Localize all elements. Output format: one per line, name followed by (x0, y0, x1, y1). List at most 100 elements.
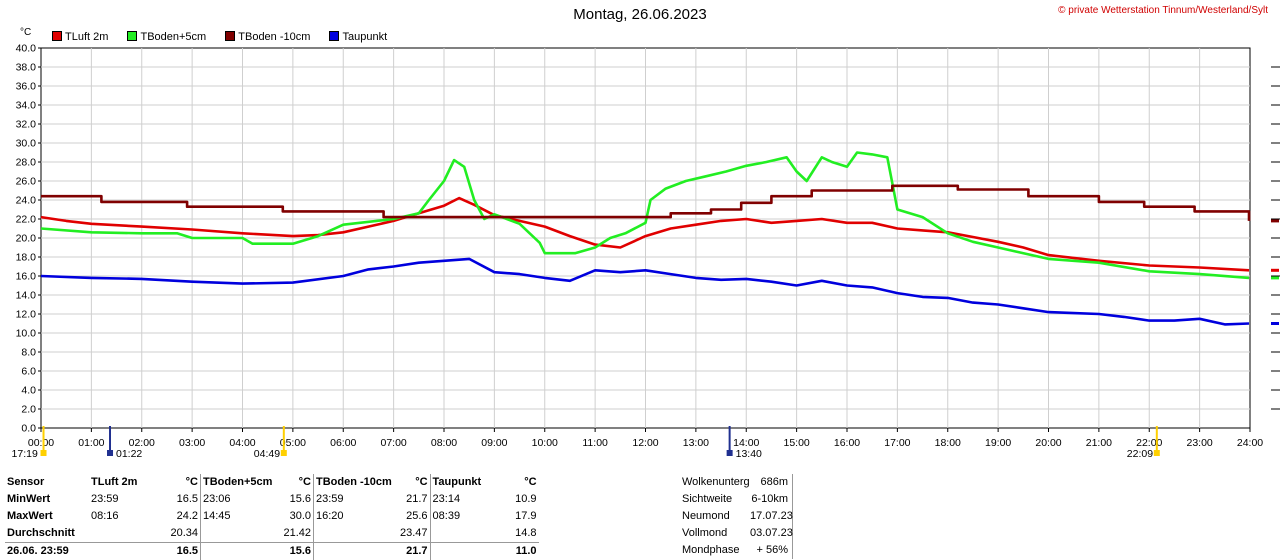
y-tick-label: 26.0 (16, 176, 37, 188)
x-tick-label: 17:00 (884, 437, 910, 449)
stats-header: °C (398, 474, 430, 491)
legend-label: Taupunkt (342, 31, 387, 43)
time-marker-icon (107, 450, 113, 456)
y-tick-label: 28.0 (16, 157, 37, 169)
stats-cell (201, 543, 280, 560)
legend-swatch (225, 31, 235, 41)
stats-header: °C (279, 474, 314, 491)
stats-cell: 23:59 (314, 491, 399, 508)
stats-cell: 16.5 (148, 543, 201, 560)
stats-cell: 15.6 (279, 491, 314, 508)
legend-item-taupunkt: Taupunkt (329, 31, 387, 43)
stats-row-avg: Durchschnitt 20.34 21.42 23.47 14.8 (5, 525, 539, 543)
x-tick-label: 23:00 (1186, 437, 1212, 449)
stats-cell: 08:16 (89, 508, 148, 525)
stats-cell: 21.7 (398, 543, 430, 560)
y-tick-label: 22.0 (16, 214, 37, 226)
stats-cell (430, 525, 505, 543)
stats-cell: 16.5 (148, 491, 201, 508)
copyright-note: © private Wetterstation Tinnum/Westerlan… (1058, 5, 1268, 16)
stats-row-min: MinWert 23:59 16.5 23:06 15.6 23:59 21.7… (5, 491, 539, 508)
time-marker-label: 22:09 (1127, 448, 1153, 460)
x-tick-label: 20:00 (1035, 437, 1061, 449)
astro-value: 03.07.23 (750, 525, 788, 542)
x-tick-label: 18:00 (935, 437, 961, 449)
stats-header: TBoden -10cm (314, 474, 399, 491)
y-tick-label: 40.0 (16, 43, 37, 55)
astro-row: Mondphase+ 56% (682, 542, 788, 559)
stats-cell: 17.9 (505, 508, 539, 525)
y-axis-unit: °C (20, 27, 31, 38)
legend-item-tboden5: TBoden+5cm (127, 31, 206, 43)
x-tick-label: 09:00 (481, 437, 507, 449)
time-marker-label: 01:22 (116, 448, 142, 460)
stats-cell: 23:06 (201, 491, 280, 508)
stats-cell: MaxWert (5, 508, 89, 525)
x-tick-label: 12:00 (632, 437, 658, 449)
stats-header: Sensor (5, 474, 89, 491)
stats-header: TLuft 2m (89, 474, 148, 491)
stats-cell: 21.7 (398, 491, 430, 508)
legend-label: TLuft 2m (65, 31, 108, 43)
y-tick-label: 14.0 (16, 290, 37, 302)
y-tick-label: 6.0 (21, 366, 36, 378)
y-tick-label: 20.0 (16, 233, 37, 245)
x-tick-label: 01:00 (78, 437, 104, 449)
astro-value: 686m (750, 474, 788, 491)
stats-cell: 21.42 (279, 525, 314, 543)
time-marker-label: 04:49 (254, 448, 280, 460)
y-tick-label: 0.0 (21, 423, 36, 435)
legend-swatch (329, 31, 339, 41)
end-marker-1 (1271, 269, 1279, 272)
stats-header: Taupunkt (430, 474, 505, 491)
time-marker-label: 17:19 (12, 448, 38, 460)
stats-cell: 14:45 (201, 508, 280, 525)
legend-label: TBoden -10cm (238, 31, 310, 43)
stats-cell: MinWert (5, 491, 89, 508)
time-marker-icon (281, 450, 287, 456)
astro-value: + 56% (750, 542, 788, 559)
stats-table: Sensor TLuft 2m °C TBoden+5cm °C TBoden … (5, 474, 539, 560)
x-tick-label: 15:00 (783, 437, 809, 449)
stats-cell: 24.2 (148, 508, 201, 525)
stats-cell (314, 543, 399, 560)
end-marker-3 (1271, 219, 1279, 222)
time-marker-icon (41, 450, 47, 456)
y-tick-label: 10.0 (16, 328, 37, 340)
y-tick-label: 38.0 (16, 62, 37, 74)
x-tick-label: 16:00 (834, 437, 860, 449)
legend-item-tluft: TLuft 2m (52, 31, 108, 43)
time-marker-icon (1154, 450, 1160, 456)
stats-cell: Durchschnitt (5, 525, 89, 543)
stats-cell: 23:14 (430, 491, 505, 508)
legend: TLuft 2m TBoden+5cm TBoden -10cm Taupunk… (52, 31, 403, 43)
x-tick-label: 21:00 (1086, 437, 1112, 449)
stats-cell (89, 525, 148, 543)
astro-key: Wolkenunterg (682, 474, 750, 491)
time-marker-icon (727, 450, 733, 456)
x-tick-label: 24:00 (1237, 437, 1263, 449)
stats-cell: 20.34 (148, 525, 201, 543)
stats-row-max: MaxWert 08:16 24.2 14:45 30.0 16:20 25.6… (5, 508, 539, 525)
stats-header: TBoden+5cm (201, 474, 280, 491)
stats-cell: 11.0 (505, 543, 539, 560)
x-tick-label: 03:00 (179, 437, 205, 449)
y-tick-label: 2.0 (21, 404, 36, 416)
stats-header: °C (148, 474, 201, 491)
y-tick-label: 24.0 (16, 195, 37, 207)
y-tick-label: 32.0 (16, 119, 37, 131)
x-tick-label: 06:00 (330, 437, 356, 449)
x-tick-label: 11:00 (582, 437, 608, 449)
stats-cell (430, 543, 505, 560)
stats-cell: 30.0 (279, 508, 314, 525)
stats-row-current: 26.06. 23:59 16.5 15.6 21.7 11.0 (5, 543, 539, 560)
y-tick-label: 36.0 (16, 81, 37, 93)
stats-cell (314, 525, 399, 543)
x-tick-label: 19:00 (985, 437, 1011, 449)
stats-cell (201, 525, 280, 543)
astro-key: Vollmond (682, 525, 750, 542)
